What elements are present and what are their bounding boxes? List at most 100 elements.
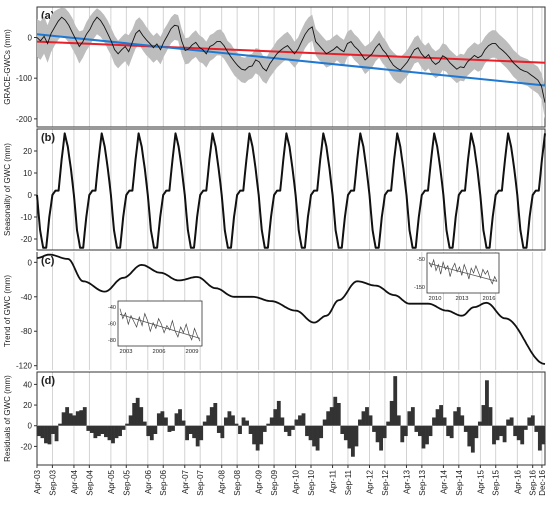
residual-bar (322, 419, 327, 426)
x-tick-label: Apr-04 (70, 469, 79, 494)
residual-bar (149, 425, 154, 441)
residual-bar (513, 425, 518, 437)
residual-bar (477, 421, 482, 426)
residual-bar (541, 425, 546, 445)
inset-frame (426, 252, 500, 294)
residual-bar (276, 400, 281, 426)
x-tick-label: Apr-13 (402, 469, 411, 494)
residual-bar (37, 425, 41, 437)
residual-bar (389, 400, 394, 426)
residual-bar (44, 425, 48, 444)
residual-bar (499, 425, 503, 437)
x-tick-label: Sep-12 (381, 469, 390, 495)
residual-bar (502, 425, 507, 443)
residual-bar (178, 409, 182, 426)
residual-bar (262, 425, 267, 432)
residual-bar (308, 425, 313, 441)
residual-bar (446, 425, 451, 437)
y-tick-label: -20 (20, 442, 32, 451)
residual-bar (202, 421, 207, 426)
inset-trend (428, 263, 498, 282)
inset-series (119, 308, 201, 342)
y-tick-label: 10 (23, 169, 32, 178)
residual-bar (298, 415, 302, 426)
residual-bar (283, 425, 288, 432)
x-tick-label: Sep-16 (529, 469, 538, 495)
residual-bar (403, 425, 408, 437)
residual-bar (456, 407, 461, 426)
residual-bar (248, 425, 253, 434)
residual-bar (118, 425, 122, 437)
ci-band (37, 7, 545, 119)
residual-bar (223, 417, 228, 426)
red-trend-line (36, 40, 546, 64)
y-tick-label: -200 (16, 115, 33, 124)
x-tick-label: Sep-04 (85, 469, 94, 495)
residual-bar (47, 425, 52, 445)
x-tick-label: Sep-10 (307, 469, 316, 495)
residual-bar (125, 423, 130, 426)
residual-bar (460, 415, 465, 426)
residual-bar (372, 425, 376, 432)
x-tick-label: Sep-08 (233, 469, 242, 495)
residual-bar (75, 411, 80, 426)
residual-bar (509, 417, 514, 426)
x-axis: Apr-03 Sep-03 Apr-04 Sep-04 Apr-05 Sep-05 Apr-… (33, 465, 547, 496)
residual-bar (442, 417, 447, 426)
residual-bar (273, 409, 278, 426)
residual-bar (291, 425, 295, 430)
inset-y-tick-label: -50 (417, 257, 425, 263)
residual-bar (266, 423, 271, 426)
residual-bar (315, 425, 320, 451)
residual-bar (294, 419, 299, 426)
residual-bar (463, 425, 468, 432)
residual-bar (104, 425, 108, 438)
x-tick-label: Apr-15 (476, 469, 485, 494)
residual-bar (375, 425, 380, 443)
residual-bar (396, 415, 401, 426)
y-tick-label: 0 (28, 191, 33, 200)
residual-bar (96, 425, 101, 437)
residual-bar (350, 425, 355, 457)
y-axis-label: Trend of GWC (mm) (3, 275, 12, 347)
residual-bar (156, 413, 161, 426)
x-tick-label: Apr-05 (107, 469, 116, 494)
y-tick-label: -80 (20, 327, 32, 336)
residual-bar (227, 411, 232, 426)
residual-bar (280, 417, 285, 426)
x-tick-label: Apr-06 (144, 469, 153, 494)
residual-bar (485, 380, 489, 426)
residual-bar (340, 425, 345, 434)
residual-bar (185, 425, 189, 441)
x-tick-label: Sep-06 (159, 469, 168, 495)
residual-bar (195, 425, 200, 447)
panel-frame (36, 6, 546, 128)
x-tick-label: Apr-14 (439, 469, 448, 494)
residual-bar (343, 425, 348, 441)
residual-bar (336, 403, 341, 426)
inset-series (428, 258, 498, 285)
inset-x-tick-label: 2009 (186, 349, 199, 355)
inset-x-tick-label: 2010 (429, 296, 442, 302)
x-tick-label: Apr-03 (33, 469, 42, 494)
residual-bar (319, 425, 324, 439)
panel-label: (c) (41, 255, 55, 267)
residual-bar (386, 421, 391, 426)
residual-bar (428, 425, 433, 437)
y-tick-label: -20 (20, 235, 32, 244)
blue-trend-line (36, 33, 546, 87)
residual-bar (192, 425, 197, 439)
trend-series (36, 253, 546, 365)
residual-bar (347, 425, 352, 449)
x-tick-label: Sep-14 (455, 469, 464, 495)
panel-frame (36, 371, 546, 466)
residual-bar (146, 425, 151, 437)
inset-y-tick-label: -40 (108, 305, 116, 311)
y-tick-label: -120 (16, 362, 33, 371)
x-tick-label: Sep-03 (48, 469, 57, 495)
y-tick-label: -100 (16, 74, 33, 83)
residual-bar (65, 407, 70, 426)
residual-bar (259, 425, 264, 445)
residual-bar (421, 425, 426, 449)
